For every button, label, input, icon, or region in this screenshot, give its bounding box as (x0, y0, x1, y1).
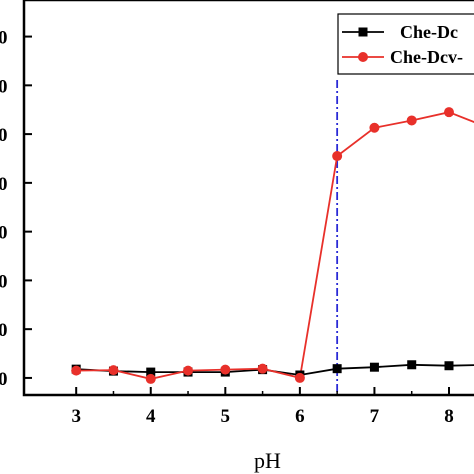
series-2-point (332, 151, 343, 162)
y-tick-label: 0 (0, 125, 8, 146)
legend-label-2: Che-Dcv- (390, 47, 463, 67)
x-tick-label: 4 (146, 406, 156, 427)
legend-marker-1 (358, 27, 368, 37)
series-2-point (71, 365, 82, 376)
series-1-point (407, 360, 417, 370)
legend-marker-2 (358, 52, 368, 62)
y-tick-label: 0 (0, 76, 8, 97)
series-1-point (146, 367, 156, 377)
series-2-point (443, 107, 454, 118)
series-line-2 (76, 111, 474, 380)
series-2-point (108, 365, 119, 376)
series-2-point (183, 365, 194, 376)
series-layer (71, 107, 474, 384)
legend-label-1: Che-Dc (400, 22, 458, 42)
series-1-point (369, 362, 379, 372)
y-tick-label: 0 (0, 223, 8, 244)
x-tick-label: 6 (295, 406, 305, 427)
series-line-1 (76, 363, 474, 376)
y-tick-label: 0 (0, 369, 8, 390)
y-tick-label: 0 (0, 28, 8, 49)
y-tick-label: 0 (0, 320, 8, 341)
legend: Che-Dc Che-Dcv- (337, 13, 474, 75)
series-2-point (369, 122, 380, 133)
series-2-point (257, 363, 268, 374)
x-tick-label: 8 (444, 406, 454, 427)
series-1-point (444, 361, 454, 371)
axis-layer: 0 0 0 0 0 0 0 0 3 4 5 6 7 8 (0, 28, 454, 427)
legend-box (337, 13, 474, 75)
x-axis-title: pH (254, 448, 281, 473)
series-2-point (220, 364, 231, 375)
series-2-point (145, 373, 156, 384)
x-tick-label: 5 (221, 406, 231, 427)
y-tick-label: 0 (0, 174, 8, 195)
x-tick-label: 3 (71, 406, 81, 427)
series-2-point (294, 372, 305, 383)
plot-frame (22, 0, 474, 397)
series-2-point (406, 115, 417, 126)
x-tick-label: 7 (370, 406, 380, 427)
series-1-point (332, 364, 342, 374)
y-tick-label: 0 (0, 271, 8, 292)
